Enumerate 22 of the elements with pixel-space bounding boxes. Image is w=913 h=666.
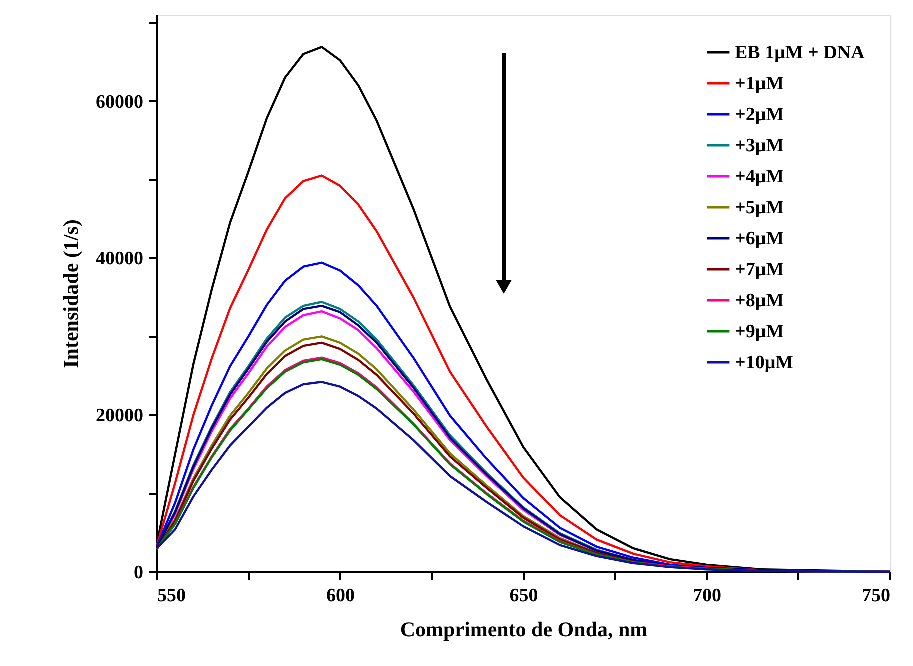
y-tick-label: 0 — [134, 562, 144, 584]
y-axis-title: Intensidade (1/s) — [59, 220, 83, 368]
legend-label: +9μM — [735, 322, 784, 342]
x-tick-label: 600 — [326, 586, 355, 606]
legend-label: +7μM — [735, 260, 784, 280]
legend-label: +8μM — [735, 290, 784, 312]
y-tick-label: 40000 — [96, 248, 144, 270]
y-tick-label: 60000 — [96, 92, 144, 113]
y-tick-label: 20000 — [96, 406, 144, 427]
legend-label: +6μM — [735, 228, 784, 250]
x-tick-label: 700 — [693, 586, 722, 606]
x-tick-label: 750 — [862, 586, 890, 606]
legend-label: +2μM — [735, 104, 784, 126]
legend-label: +4μM — [735, 166, 784, 188]
legend-label: +10μM — [735, 352, 794, 374]
x-tick-label: 550 — [158, 586, 186, 606]
legend-label: +1μM — [735, 74, 784, 94]
legend-label: EB 1μM + DNA — [735, 42, 866, 64]
legend-label: +3μM — [735, 136, 784, 156]
x-axis-title: Comprimento de Onda, nm — [400, 618, 648, 642]
x-tick-label: 650 — [510, 586, 538, 606]
legend-label: +5μM — [735, 198, 784, 218]
